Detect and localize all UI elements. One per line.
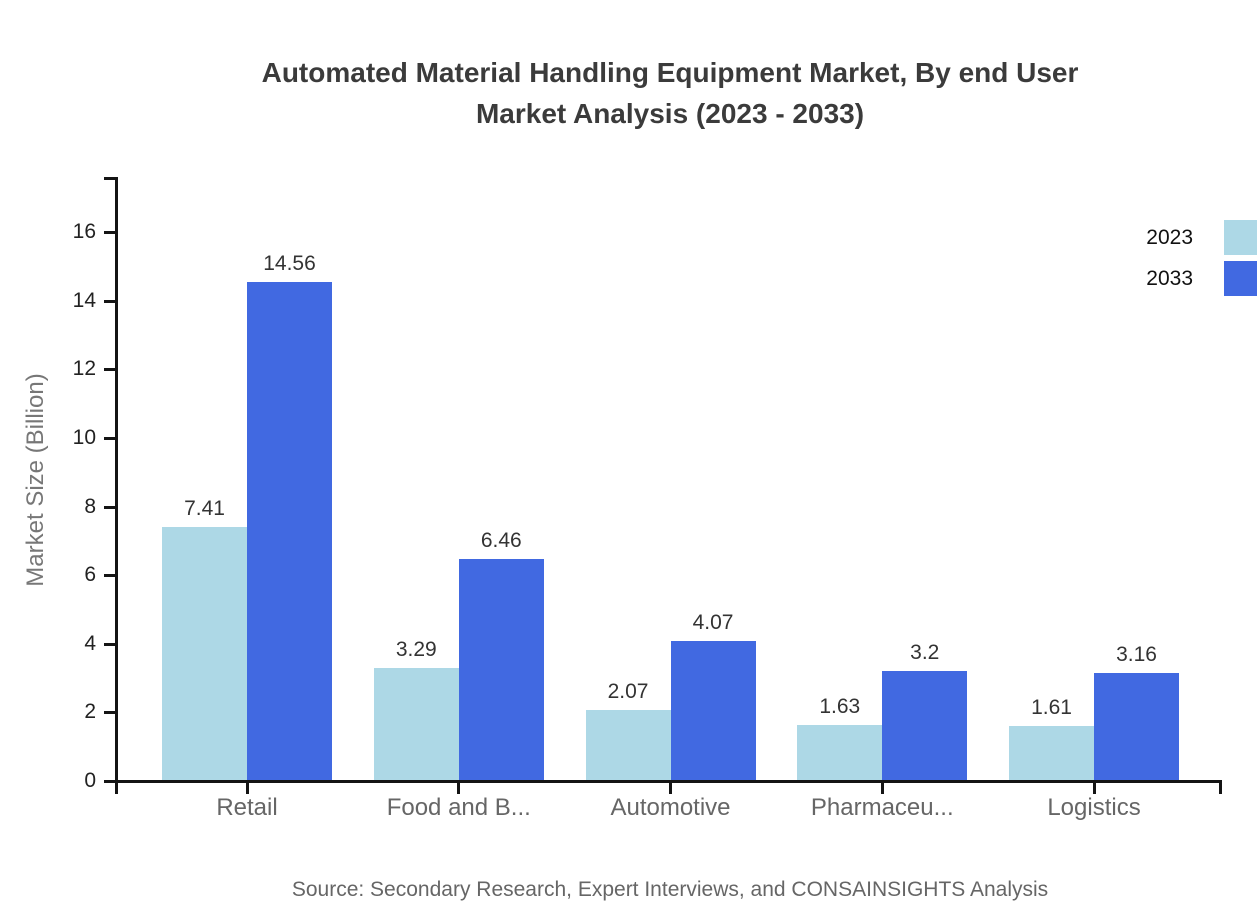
y-tick [104,436,118,440]
bar-2023-Pharmaceu... [797,725,883,781]
x-category-label: Logistics [1047,794,1141,821]
value-label-2033-Pharmaceu...: 3.2 [910,641,940,664]
x-axis-line [115,779,1222,783]
value-label-2033-Food and B...: 6.46 [480,529,522,552]
y-tick-label: 14 [72,289,96,312]
y-axis-line [115,177,118,794]
value-label-2033-Retail: 14.56 [263,252,316,275]
bar-2033-Automotive [670,641,756,781]
chart-title-line1: Automated Material Handling Equipment Ma… [261,57,1079,88]
y-tick [104,299,118,303]
bar-2023-Logistics [1009,726,1094,781]
legend: 2023 2033 [1146,220,1260,302]
value-label-2023-Logistics: 1.61 [1031,696,1072,719]
y-tick-label: 8 [84,495,96,518]
bar-2033-Logistics [1094,673,1179,781]
y-tick-label: 12 [72,357,96,380]
value-label-2023-Pharmaceu...: 1.63 [819,695,861,718]
y-tick-label: 4 [84,632,96,655]
y-tick-label: 2 [84,700,96,723]
legend-label: 2033 [1146,266,1193,290]
y-tick [104,367,118,371]
value-label-2033-Automotive: 4.07 [692,611,734,634]
value-label-2023-Food and B...: 3.29 [395,638,437,661]
chart-title: Automated Material Handling Equipment Ma… [118,52,1222,134]
y-tick-label: 16 [72,220,96,243]
y-tick [104,505,118,509]
source-note: Source: Secondary Research, Expert Inter… [291,878,1049,901]
x-tick [1092,781,1096,794]
x-tick [880,781,884,794]
bar-2033-Retail [247,282,332,781]
x-category-label: Retail [216,794,278,821]
x-tick [245,781,249,794]
x-tick [669,781,672,794]
y-tick [104,573,118,577]
x-category-label: Pharmaceu... [810,794,954,821]
value-label-2033-Logistics: 3.16 [1116,643,1157,666]
x-category-label: Automotive [610,794,731,821]
legend-swatch [1224,220,1257,255]
y-axis-top-tick [104,177,118,180]
y-tick-label: 10 [72,426,96,449]
y-tick [104,710,118,714]
x-axis-end-tick [1219,781,1222,794]
y-tick [104,642,118,646]
y-tick [104,779,118,783]
x-tick [457,781,461,794]
value-label-2023-Retail: 7.41 [184,497,225,520]
y-tick [104,230,118,234]
chart-title-line2: Market Analysis (2023 - 2033) [475,98,865,129]
bar-2033-Food and B... [458,559,544,781]
y-tick-label: 6 [84,563,96,586]
bar-2023-Food and B... [373,668,459,781]
legend-swatch [1224,261,1257,296]
y-tick-label: 0 [84,769,96,792]
legend-item-2033: 2033 [1146,261,1260,296]
x-category-label: Food and B... [386,794,531,821]
value-label-2023-Automotive: 2.07 [607,680,649,703]
bar-2023-Retail [162,527,247,781]
legend-label: 2023 [1146,225,1193,249]
legend-item-2023: 2023 [1146,220,1260,255]
bar-2033-Pharmaceu... [882,671,968,781]
bar-2023-Automotive [585,710,671,781]
